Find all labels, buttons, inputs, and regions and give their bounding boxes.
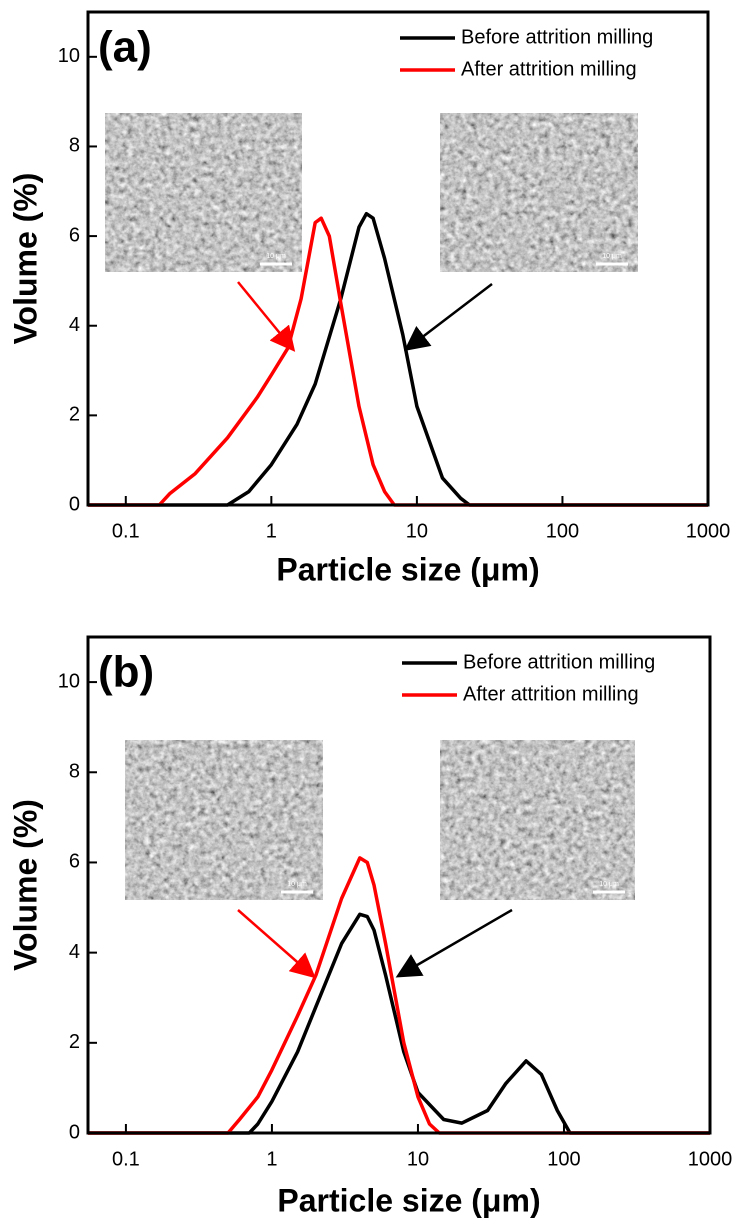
sem-inset xyxy=(440,740,635,900)
x-tick-label: 10 xyxy=(407,1148,429,1170)
sem-inset xyxy=(105,113,302,272)
data-line xyxy=(88,211,708,507)
y-tick-label: 0 xyxy=(69,1121,80,1143)
arrow xyxy=(404,283,493,352)
legend-label: After attrition milling xyxy=(461,58,637,80)
legend-label: After attrition milling xyxy=(463,683,639,705)
y-tick-label: 0 xyxy=(69,493,80,515)
y-axis-label: Volume (%) xyxy=(7,799,43,971)
y-tick-label: 6 xyxy=(69,224,80,246)
panel-label: (a) xyxy=(98,23,152,72)
x-tick-label: 0.1 xyxy=(112,520,140,542)
data-line xyxy=(88,216,708,507)
x-tick-label: 1 xyxy=(266,520,277,542)
x-tick-label: 100 xyxy=(547,1148,580,1170)
scale-label: 10 μm xyxy=(287,881,307,888)
x-tick-label: 10 xyxy=(406,520,428,542)
scale-label: 10 μm xyxy=(266,253,286,260)
plot-frame xyxy=(86,10,710,507)
scale-label: 10 μm xyxy=(599,881,619,888)
x-tick-label: 0.1 xyxy=(112,1148,140,1170)
y-tick-label: 10 xyxy=(58,45,80,67)
arrow xyxy=(237,281,296,352)
panel: 10 μm 10 μm 0 2 4 6 8 10 0.1 1 10 100 1000 Particle s… xyxy=(7,635,733,1218)
data-line xyxy=(88,856,710,1135)
panel: 10 μm 10 μm 0 2 4 6 8 10 0.1 1 10 100 1000 Particle s… xyxy=(7,10,731,587)
x-axis-label: Particle size (μm) xyxy=(276,551,539,587)
sem-inset xyxy=(125,740,323,900)
y-tick-label: 4 xyxy=(69,314,80,336)
y-tick-label: 10 xyxy=(58,670,80,692)
x-tick-label: 1000 xyxy=(686,520,731,542)
x-axis-label: Particle size (μm) xyxy=(277,1182,540,1218)
y-tick-label: 2 xyxy=(69,404,80,426)
y-tick-label: 4 xyxy=(69,941,80,963)
panel-label: (b) xyxy=(98,648,154,697)
y-tick-label: 6 xyxy=(69,851,80,873)
y-tick-label: 2 xyxy=(69,1031,80,1053)
y-axis-label: Volume (%) xyxy=(7,173,43,345)
y-tick-label: 8 xyxy=(69,135,80,157)
data-line xyxy=(88,912,710,1135)
legend-label: Before attrition milling xyxy=(461,26,653,48)
x-tick-label: 1000 xyxy=(688,1148,733,1170)
x-tick-label: 100 xyxy=(546,520,579,542)
sem-inset xyxy=(440,113,638,272)
x-tick-label: 1 xyxy=(266,1148,277,1170)
scale-label: 10 μm xyxy=(602,253,622,260)
legend-label: Before attrition milling xyxy=(463,651,655,673)
arrow xyxy=(395,908,513,978)
plot-frame xyxy=(86,635,712,1135)
y-tick-label: 8 xyxy=(69,761,80,783)
arrow xyxy=(237,909,316,979)
